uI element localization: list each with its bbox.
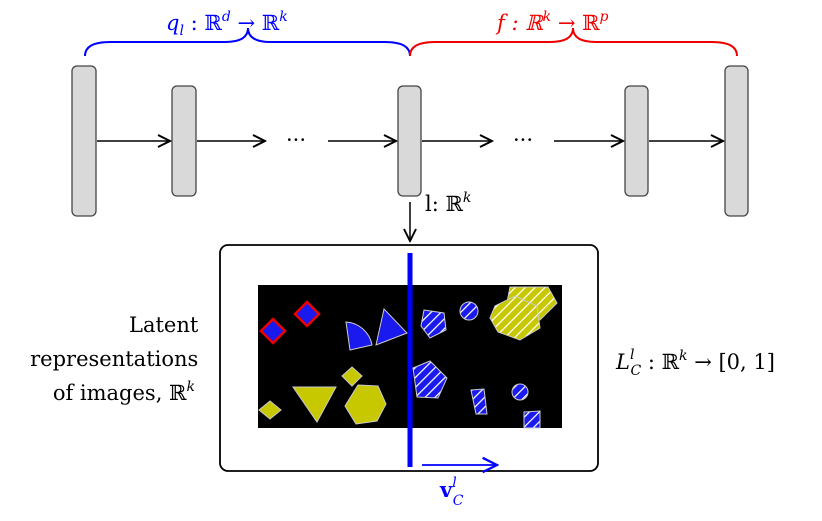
head-label: f : ℝk → ℝp <box>495 9 609 35</box>
text-part: f : ℝ <box>495 11 544 35</box>
text-part: p <box>600 9 609 25</box>
text-part: k <box>187 379 195 395</box>
text-part: k <box>463 190 471 206</box>
ellipsis: ··· <box>513 128 533 152</box>
text-part: representations <box>30 347 198 371</box>
text-part: of images, ℝ <box>53 381 187 405</box>
text-part: k <box>543 9 551 25</box>
text-part: → ℝ <box>231 11 280 35</box>
text-part: d <box>222 9 231 25</box>
text-part: Latent <box>129 313 199 337</box>
text-part: k <box>679 348 687 364</box>
text-part: → [0, 1] <box>688 350 775 374</box>
text-part: v <box>439 477 453 502</box>
diagram: ql : ℝd → ℝk f : ℝk → ℝp ··· ··· l: ℝk v… <box>0 0 822 516</box>
layers <box>72 66 748 216</box>
text-part: l <box>630 347 634 363</box>
layer-label: l: ℝk <box>425 190 471 216</box>
encoder-label: ql : ℝd → ℝk <box>166 9 288 39</box>
text-part: l <box>452 475 456 491</box>
text-part: : ℝ <box>184 11 222 35</box>
text-part: k <box>279 9 287 25</box>
text-part: : ℝ <box>641 350 679 374</box>
text-part: L <box>615 350 630 374</box>
latent-caption: Latent representations of images, ℝk <box>30 313 205 405</box>
text-part: q <box>166 11 179 35</box>
text-part: → ℝ <box>551 11 600 35</box>
text-part: l: ℝ <box>425 192 463 216</box>
text-part: C <box>453 493 464 509</box>
ellipsis: ··· <box>286 128 306 152</box>
text-part: C <box>630 363 641 379</box>
